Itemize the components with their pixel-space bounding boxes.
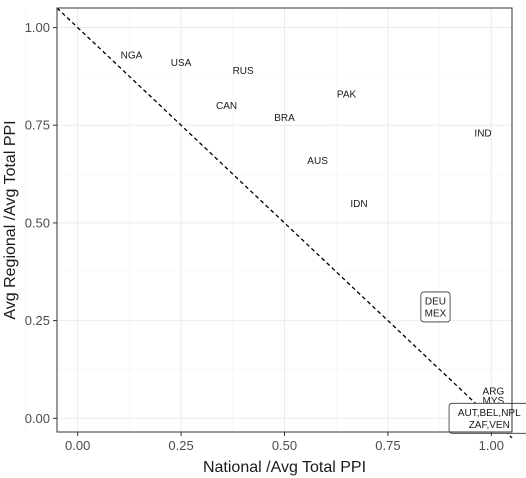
- point-label: USA: [171, 58, 192, 69]
- x-tick-label: 0.50: [272, 438, 297, 453]
- panel-border: [56, 7, 513, 433]
- y-tick-label: 0.75: [25, 118, 50, 133]
- x-axis-ticks: 0.00 0.25 0.50 0.75 1.00: [65, 432, 504, 453]
- point-label: IDN: [350, 199, 367, 210]
- boxed-label-line: DEU: [425, 296, 446, 307]
- x-axis-title: National /Avg Total PPI: [203, 459, 366, 476]
- point-label: CAN: [216, 101, 237, 112]
- x-tick-label: 0.25: [168, 438, 193, 453]
- diagonal-reference-line: [56, 7, 513, 439]
- point-label: BRA: [274, 113, 295, 124]
- x-tick-label: 0.75: [375, 438, 400, 453]
- point-label: ARG: [483, 386, 505, 397]
- point-label: MYS: [483, 396, 505, 407]
- label-box: [420, 291, 451, 323]
- point-label: PAK: [337, 89, 357, 100]
- y-tick-label: 0.00: [25, 411, 50, 426]
- point-label: RUS: [233, 66, 254, 77]
- x-tick-label: 0.00: [65, 438, 90, 453]
- point-label: AUS: [307, 156, 328, 167]
- y-axis-title: Avg Regional /Avg Total PPI: [2, 120, 19, 319]
- y-axis-ticks: 0.00 0.25 0.50 0.75 1.00: [25, 20, 57, 426]
- boxed-label-line: ZAF,VEN: [469, 420, 510, 431]
- point-label: NGA: [121, 50, 143, 61]
- boxed-label-line: AUT,BEL,NPL: [458, 408, 521, 419]
- y-tick-label: 0.50: [25, 215, 50, 230]
- grid-major-lines: [57, 8, 512, 432]
- boxed-label-line: MEX: [425, 308, 447, 319]
- point-label: IND: [474, 129, 491, 140]
- y-tick-label: 0.25: [25, 313, 50, 328]
- label-box: [448, 402, 526, 434]
- x-tick-label: 1.00: [479, 438, 504, 453]
- y-tick-label: 1.00: [25, 20, 50, 35]
